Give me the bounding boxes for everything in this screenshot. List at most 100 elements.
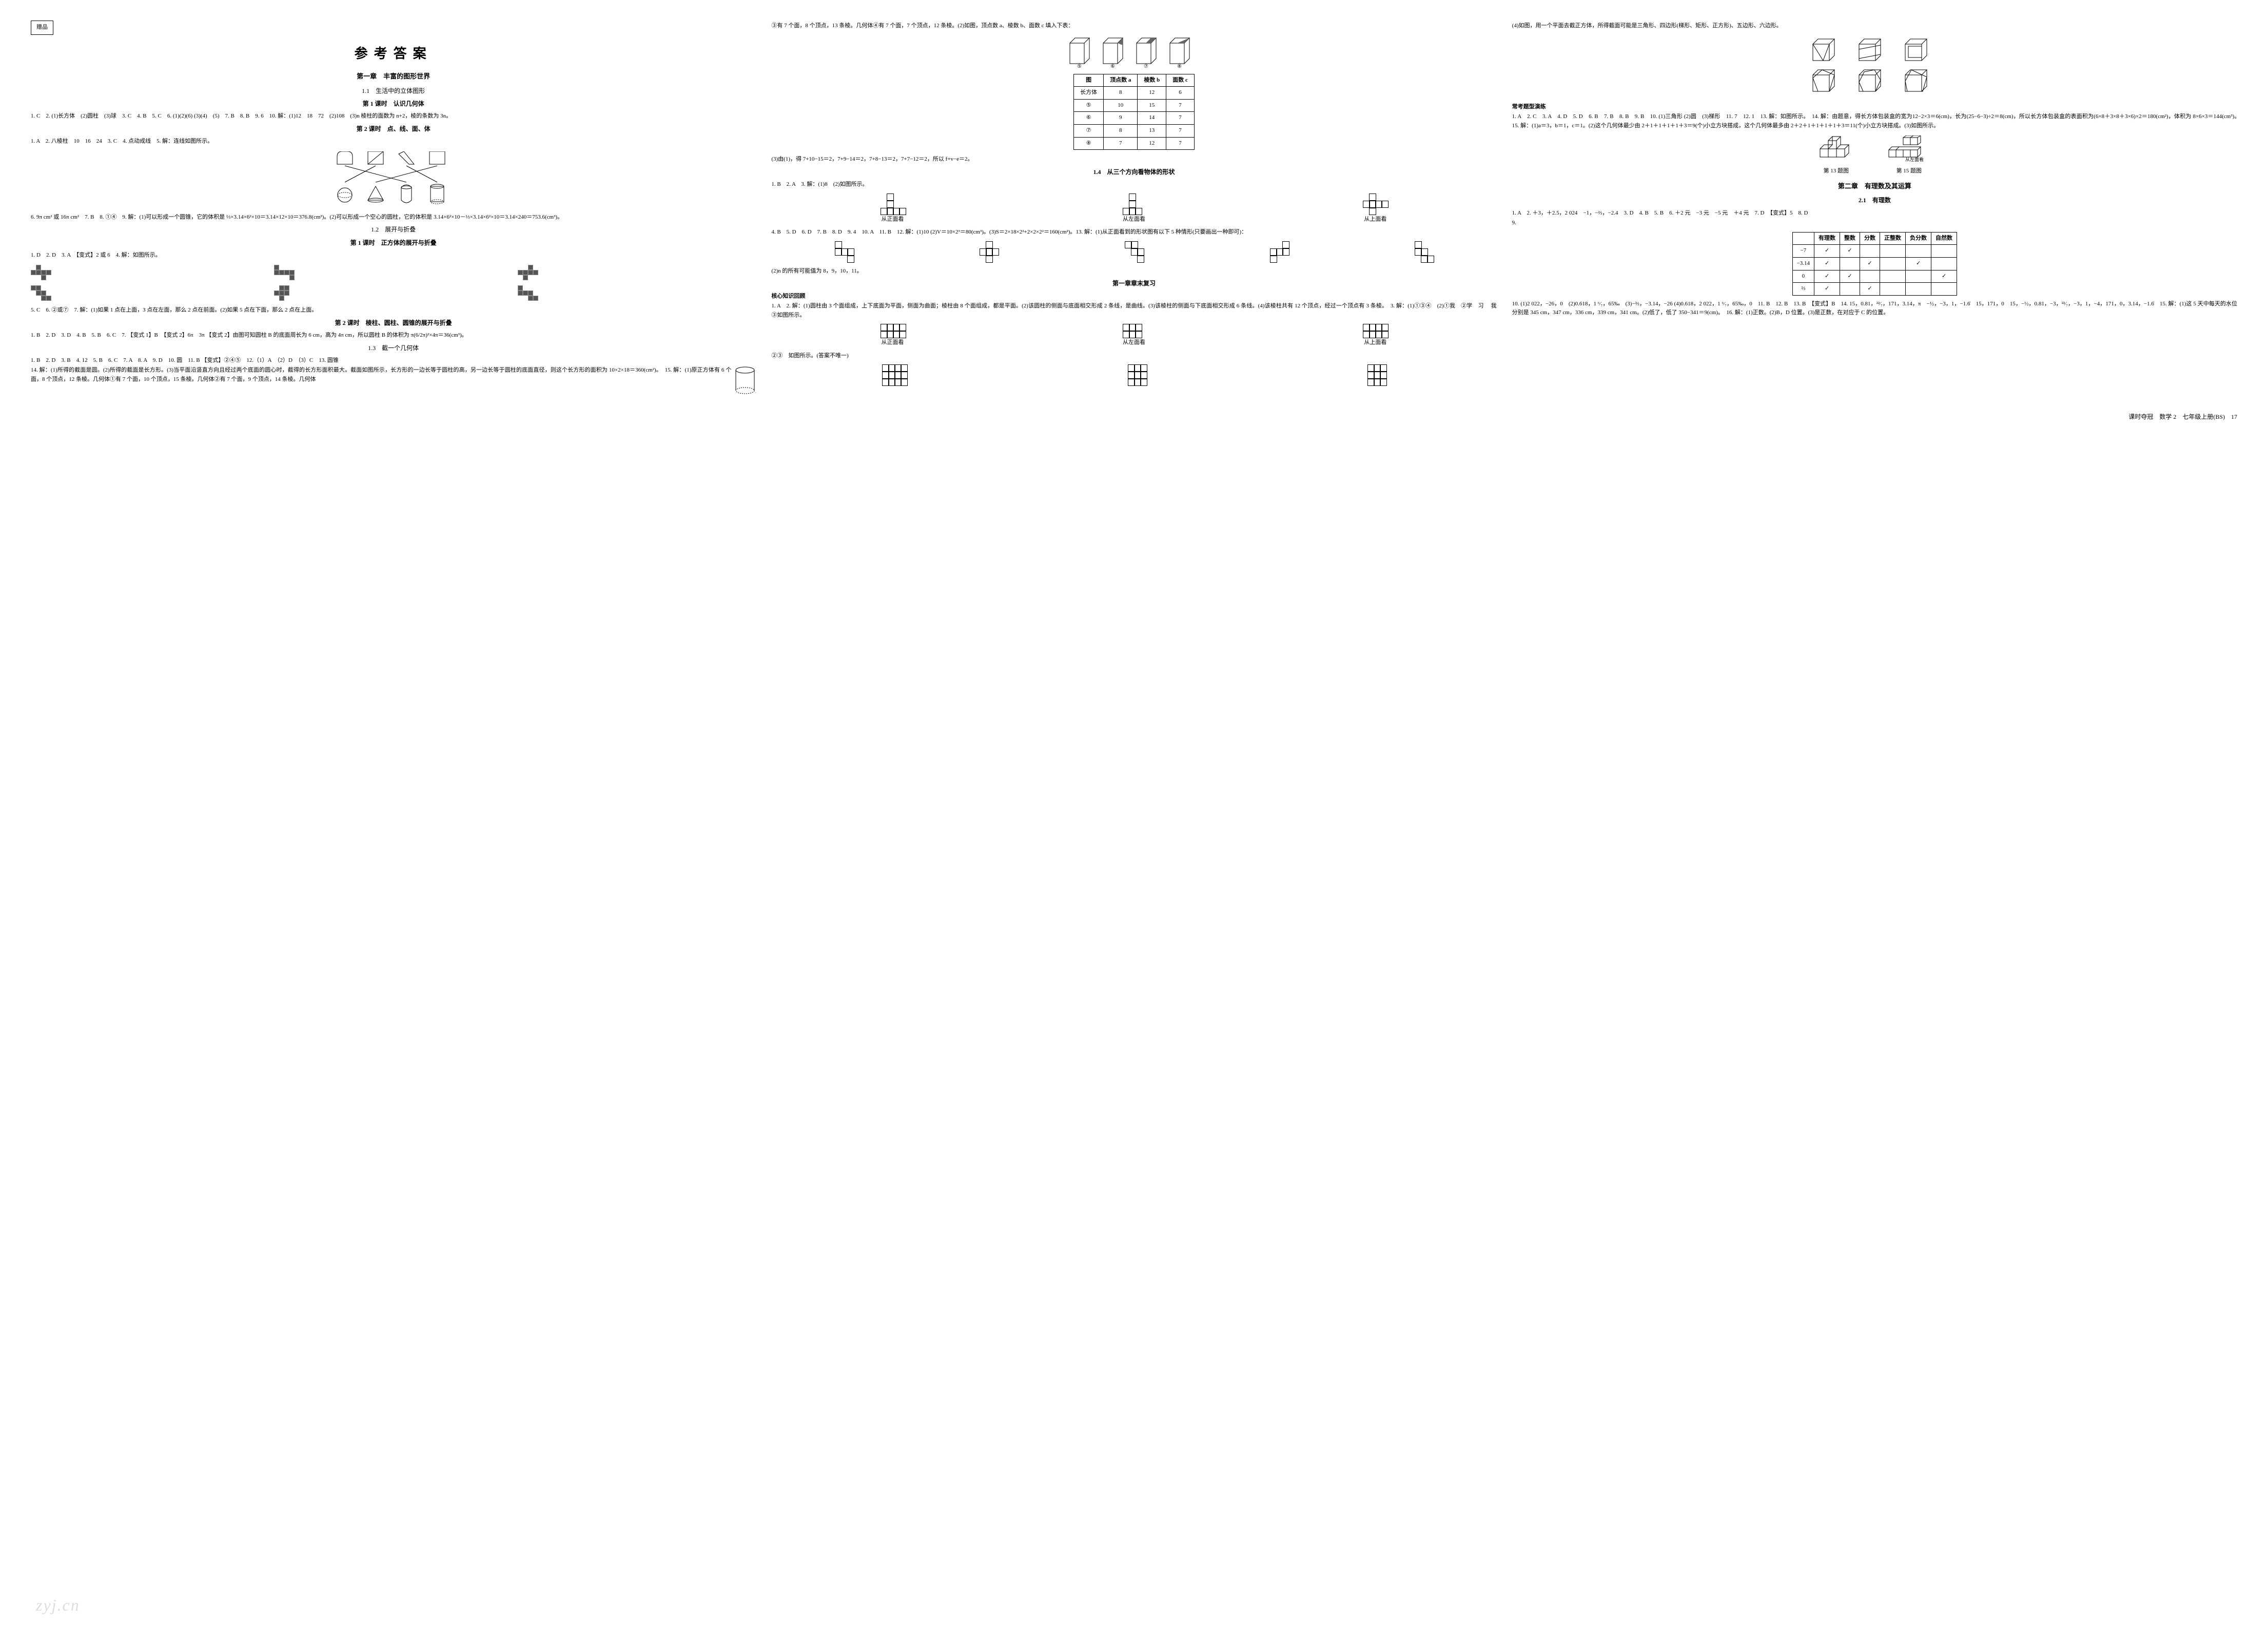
table-cell: ✓ bbox=[1814, 245, 1840, 258]
ans-1-4a: 1. B 2. A 3. 解：(1)8 (2)如图所示。 bbox=[771, 180, 1496, 189]
svg-text:⑧: ⑧ bbox=[1177, 64, 1182, 69]
net-2 bbox=[274, 265, 512, 280]
top-label-2: 从上面看 bbox=[1363, 338, 1387, 347]
ans-2-1-9: 9. bbox=[1512, 219, 2237, 228]
sec-1-1: 1.1 生活中的立体图形 bbox=[31, 86, 756, 96]
table-cell: ✓ bbox=[1931, 270, 1957, 283]
lesson-1-2-1: 第 1 课时 正方体的展开与折叠 bbox=[31, 238, 756, 248]
cube-nets-grid bbox=[31, 265, 756, 301]
svg-text:A: A bbox=[755, 389, 756, 394]
svg-text:B: B bbox=[755, 367, 756, 372]
column-middle: ③有 7 个面，8 个顶点，13 条棱。几何体④有 7 个面，7 个顶点，12 … bbox=[771, 21, 1496, 397]
review-a: 1. A 2. 解：(1)圆柱由 3 个面组成，上下底面为平面，侧面为曲面；棱柱… bbox=[771, 302, 1496, 320]
table-cell bbox=[1860, 270, 1880, 283]
watermark: zyj.cn bbox=[36, 1592, 80, 1618]
table-cell bbox=[1906, 283, 1931, 296]
views-row-3 bbox=[771, 364, 1496, 386]
rational-table: 有理数整数分数正整数负分数自然数 −7✓✓−3.14✓✓✓0✓✓✓⅔✓✓ bbox=[1792, 232, 1957, 296]
table-cell bbox=[1906, 245, 1931, 258]
shapes-matching-diagram bbox=[31, 151, 756, 208]
th-verts: 顶点数 a bbox=[1104, 74, 1138, 87]
svg-text:从左面看: 从左面看 bbox=[1905, 157, 1924, 162]
col2-line2: (3)由(1)，得 7+10−15＝2，7+9−14＝2，7+8−13＝2，7+… bbox=[771, 155, 1496, 164]
exam-title: 常考题型演练 bbox=[1512, 103, 2237, 112]
table-cell: ✓ bbox=[1814, 283, 1840, 296]
column-left: 赠品 参考答案 第一章 丰富的图形世界 1.1 生活中的立体图形 第 1 课时 … bbox=[31, 21, 756, 397]
iso-row: 第 13 题图 从左面看 第 15 题图 bbox=[1512, 136, 2237, 176]
chapter-2: 第二章 有理数及其运算 bbox=[1512, 181, 2237, 192]
cube-sections bbox=[1803, 36, 1946, 98]
net-3 bbox=[518, 265, 756, 280]
table-cell: 8 bbox=[1104, 124, 1138, 137]
main-title: 参考答案 bbox=[31, 43, 756, 65]
table-cell: 14 bbox=[1138, 112, 1166, 125]
table-cell: 7 bbox=[1104, 137, 1138, 150]
table-cell bbox=[1840, 257, 1860, 270]
table-cell: −7 bbox=[1792, 245, 1814, 258]
net-4 bbox=[31, 285, 269, 301]
table-cell bbox=[1880, 283, 1906, 296]
footer: 课时夺冠 数学 2 七年级上册(BS) 17 bbox=[31, 412, 2237, 422]
table-cell: ⑥ bbox=[1074, 112, 1104, 125]
col3-top: (4)如图，用一个平面去截正方体，所得截面可能是三角形、四边形(梯形、矩形、正方… bbox=[1512, 22, 2237, 31]
sec-1-2: 1.2 展开与折叠 bbox=[31, 225, 756, 235]
left-label: 从左面看 bbox=[1123, 215, 1145, 224]
cylinder-icon: B A bbox=[734, 366, 756, 395]
th-faces: 面数 c bbox=[1166, 74, 1195, 87]
table-cell: ✓ bbox=[1860, 257, 1880, 270]
table-cell: ✓ bbox=[1814, 257, 1840, 270]
views-row-2: 从正面看 从左面看 从上面看 bbox=[771, 324, 1496, 347]
table-cell bbox=[1880, 270, 1906, 283]
svg-text:⑦: ⑦ bbox=[1144, 64, 1148, 69]
prism-row: ⑤ ⑥ ⑦ ⑧ bbox=[771, 36, 1496, 69]
table-cell: ✓ bbox=[1840, 245, 1860, 258]
table-cell: 12 bbox=[1138, 137, 1166, 150]
ans-1-3a: 1. B 2. D 3. B 4. 12 5. B 6. C 7. A 8. A… bbox=[31, 356, 756, 365]
table-cell: ⑧ bbox=[1074, 137, 1104, 150]
matching-svg bbox=[332, 151, 455, 208]
column-right: (4)如图，用一个平面去截正方体，所得截面可能是三角形、四边形(梯形、矩形、正方… bbox=[1512, 21, 2237, 397]
front-label-2: 从正面看 bbox=[881, 338, 905, 347]
table-cell: ⑦ bbox=[1074, 124, 1104, 137]
table-cell: 15 bbox=[1138, 99, 1166, 112]
review-1: 第一章章末复习 bbox=[771, 279, 1496, 288]
iso-13: 第 13 题图 bbox=[1817, 136, 1855, 176]
table-cell: 7 bbox=[1166, 137, 1195, 150]
ans-2-1a: 1. A 2. ＋3，＋2.5，2 024 −1，−⅔，−2.4 3. D 4.… bbox=[1512, 209, 2237, 218]
table-cell: 9 bbox=[1104, 112, 1138, 125]
table-cell bbox=[1880, 257, 1906, 270]
table-cell: ✓ bbox=[1906, 257, 1931, 270]
svg-text:⑥: ⑥ bbox=[1110, 64, 1115, 69]
table-cell: ⅔ bbox=[1792, 283, 1814, 296]
core-title: 核心知识回顾 bbox=[771, 292, 1496, 301]
ans-1-3b: 14. 解：(1)所得的截面是圆。(2)所得的截面是长方形。(3)当平面沿竖直方… bbox=[31, 366, 756, 384]
table-cell bbox=[1931, 283, 1957, 296]
fig-13-label: 第 13 题图 bbox=[1817, 167, 1855, 176]
top-view-2: 从上面看 bbox=[1363, 324, 1387, 347]
net-1 bbox=[31, 265, 269, 280]
front-label: 从正面看 bbox=[881, 215, 905, 224]
lesson-1-2-2: 第 2 课时 棱柱、圆柱、圆锥的展开与折叠 bbox=[31, 318, 756, 328]
table-cell: 12 bbox=[1138, 87, 1166, 100]
ans-2-1b: 10. (1)2 022，−26，0 (2)0.618，1 ⁶⁄₇，65‰ (3… bbox=[1512, 300, 2237, 318]
table-header: 负分数 bbox=[1906, 232, 1931, 245]
ans-1-1-2b: 6. 9π cm² 或 16π cm² 7. B 8. ①④ 9. 解：(1)可… bbox=[31, 213, 756, 222]
top-view: 从上面看 bbox=[1363, 194, 1387, 224]
th-fig: 图 bbox=[1074, 74, 1104, 87]
ans-1-2-1a: 1. D 2. D 3. A 【变式】2 或 6 4. 解：如图所示。 bbox=[31, 251, 756, 260]
table-cell bbox=[1880, 245, 1906, 258]
iso-15-svg: 从左面看 bbox=[1886, 136, 1932, 163]
front-view: 从正面看 bbox=[881, 194, 905, 224]
prisms-svg: ⑤ ⑥ ⑦ ⑧ bbox=[1067, 36, 1201, 69]
vertices-table: 图 顶点数 a 棱数 b 面数 c 长方体8126⑤10157⑥9147⑦813… bbox=[1073, 74, 1195, 150]
ans-1-1-2a: 1. A 2. 八棱柱 10 16 24 3. C 4. 点动成线 5. 解：连… bbox=[31, 137, 756, 146]
col2-top: ③有 7 个面，8 个顶点，13 条棱。几何体④有 7 个面，7 个顶点，12 … bbox=[771, 22, 1496, 31]
ans-1-2-2: 1. B 2. D 3. D 4. B 5. B 6. C 7. 【变式 1】B… bbox=[31, 331, 756, 340]
iso-15: 从左面看 第 15 题图 bbox=[1886, 136, 1932, 176]
table-cell bbox=[1931, 245, 1957, 258]
table-cell bbox=[1931, 257, 1957, 270]
fig-15-label: 第 15 题图 bbox=[1886, 167, 1932, 176]
views-row-1: 从正面看 从左面看 从上面看 bbox=[771, 194, 1496, 224]
table-cell: 7 bbox=[1166, 124, 1195, 137]
review-b: ②③ 如图所示。(答案不唯一) bbox=[771, 352, 1496, 361]
